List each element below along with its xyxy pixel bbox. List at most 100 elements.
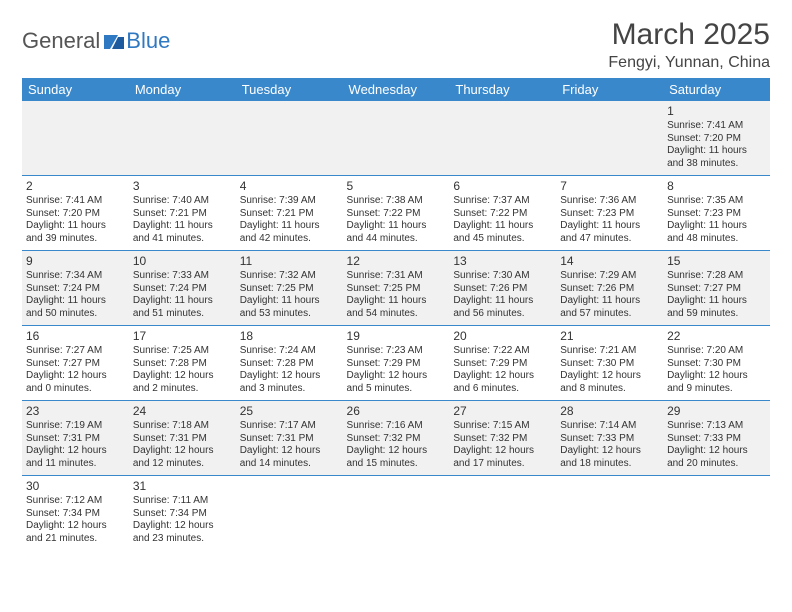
calendar-day-cell: 4Sunrise: 7:39 AMSunset: 7:21 PMDaylight… [236,176,343,251]
calendar-day-cell: 17Sunrise: 7:25 AMSunset: 7:28 PMDayligh… [129,326,236,401]
sunrise-text: Sunrise: 7:13 AM [667,420,766,433]
calendar-day-cell [22,101,129,176]
weekday-header-row: SundayMondayTuesdayWednesdayThursdayFrid… [22,78,770,101]
sunset-text: Sunset: 7:20 PM [667,133,766,146]
day-number: 14 [560,254,659,269]
sunset-text: Sunset: 7:32 PM [453,433,552,446]
title-block: March 2025 Fengyi, Yunnan, China [608,18,770,72]
daylight-text: Daylight: 11 hours and 42 minutes. [240,220,339,245]
daylight-text: Daylight: 12 hours and 15 minutes. [347,445,446,470]
calendar-day-cell [449,101,556,176]
calendar-day-cell: 9Sunrise: 7:34 AMSunset: 7:24 PMDaylight… [22,251,129,326]
logo-text-blue: Blue [126,28,170,54]
daylight-text: Daylight: 11 hours and 53 minutes. [240,295,339,320]
sunset-text: Sunset: 7:21 PM [133,208,232,221]
calendar-day-cell: 20Sunrise: 7:22 AMSunset: 7:29 PMDayligh… [449,326,556,401]
day-number: 4 [240,179,339,194]
sunset-text: Sunset: 7:26 PM [453,283,552,296]
sunset-text: Sunset: 7:24 PM [133,283,232,296]
day-number: 30 [26,479,125,494]
sunrise-text: Sunrise: 7:36 AM [560,195,659,208]
calendar-day-cell: 22Sunrise: 7:20 AMSunset: 7:30 PMDayligh… [663,326,770,401]
calendar-day-cell: 31Sunrise: 7:11 AMSunset: 7:34 PMDayligh… [129,476,236,551]
sunset-text: Sunset: 7:25 PM [347,283,446,296]
logo-flag-icon [104,33,124,49]
sunrise-text: Sunrise: 7:41 AM [26,195,125,208]
calendar-table: SundayMondayTuesdayWednesdayThursdayFrid… [22,78,770,550]
weekday-header: Saturday [663,78,770,101]
daylight-text: Daylight: 11 hours and 39 minutes. [26,220,125,245]
sunset-text: Sunset: 7:25 PM [240,283,339,296]
calendar-week-row: 2Sunrise: 7:41 AMSunset: 7:20 PMDaylight… [22,176,770,251]
sunset-text: Sunset: 7:33 PM [560,433,659,446]
calendar-day-cell [236,476,343,551]
day-number: 23 [26,404,125,419]
sunset-text: Sunset: 7:31 PM [240,433,339,446]
sunset-text: Sunset: 7:28 PM [133,358,232,371]
calendar-day-cell: 23Sunrise: 7:19 AMSunset: 7:31 PMDayligh… [22,401,129,476]
daylight-text: Daylight: 12 hours and 3 minutes. [240,370,339,395]
sunrise-text: Sunrise: 7:18 AM [133,420,232,433]
calendar-body: 1Sunrise: 7:41 AMSunset: 7:20 PMDaylight… [22,101,770,550]
day-number: 7 [560,179,659,194]
sunrise-text: Sunrise: 7:40 AM [133,195,232,208]
weekday-header: Friday [556,78,663,101]
daylight-text: Daylight: 11 hours and 48 minutes. [667,220,766,245]
daylight-text: Daylight: 12 hours and 2 minutes. [133,370,232,395]
sunset-text: Sunset: 7:33 PM [667,433,766,446]
sunset-text: Sunset: 7:23 PM [560,208,659,221]
daylight-text: Daylight: 12 hours and 21 minutes. [26,520,125,545]
daylight-text: Daylight: 11 hours and 51 minutes. [133,295,232,320]
day-number: 10 [133,254,232,269]
sunrise-text: Sunrise: 7:22 AM [453,345,552,358]
calendar-day-cell: 11Sunrise: 7:32 AMSunset: 7:25 PMDayligh… [236,251,343,326]
sunrise-text: Sunrise: 7:31 AM [347,270,446,283]
sunrise-text: Sunrise: 7:25 AM [133,345,232,358]
calendar-week-row: 9Sunrise: 7:34 AMSunset: 7:24 PMDaylight… [22,251,770,326]
page-header: General Blue March 2025 Fengyi, Yunnan, … [22,18,770,72]
day-number: 5 [347,179,446,194]
sunrise-text: Sunrise: 7:30 AM [453,270,552,283]
sunset-text: Sunset: 7:20 PM [26,208,125,221]
sunset-text: Sunset: 7:24 PM [26,283,125,296]
calendar-day-cell: 21Sunrise: 7:21 AMSunset: 7:30 PMDayligh… [556,326,663,401]
calendar-day-cell: 2Sunrise: 7:41 AMSunset: 7:20 PMDaylight… [22,176,129,251]
calendar-day-cell: 13Sunrise: 7:30 AMSunset: 7:26 PMDayligh… [449,251,556,326]
sunset-text: Sunset: 7:22 PM [347,208,446,221]
daylight-text: Daylight: 12 hours and 23 minutes. [133,520,232,545]
sunset-text: Sunset: 7:30 PM [560,358,659,371]
calendar-day-cell [129,101,236,176]
daylight-text: Daylight: 11 hours and 50 minutes. [26,295,125,320]
calendar-day-cell: 25Sunrise: 7:17 AMSunset: 7:31 PMDayligh… [236,401,343,476]
day-number: 21 [560,329,659,344]
day-number: 6 [453,179,552,194]
daylight-text: Daylight: 11 hours and 45 minutes. [453,220,552,245]
weekday-header: Sunday [22,78,129,101]
logo: General Blue [22,28,170,54]
sunrise-text: Sunrise: 7:20 AM [667,345,766,358]
day-number: 1 [667,104,766,119]
calendar-day-cell: 26Sunrise: 7:16 AMSunset: 7:32 PMDayligh… [343,401,450,476]
sunrise-text: Sunrise: 7:28 AM [667,270,766,283]
calendar-day-cell: 29Sunrise: 7:13 AMSunset: 7:33 PMDayligh… [663,401,770,476]
sunrise-text: Sunrise: 7:34 AM [26,270,125,283]
sunrise-text: Sunrise: 7:29 AM [560,270,659,283]
day-number: 11 [240,254,339,269]
month-title: March 2025 [608,18,770,52]
calendar-day-cell [556,476,663,551]
weekday-header: Monday [129,78,236,101]
daylight-text: Daylight: 12 hours and 0 minutes. [26,370,125,395]
sunrise-text: Sunrise: 7:23 AM [347,345,446,358]
daylight-text: Daylight: 12 hours and 12 minutes. [133,445,232,470]
calendar-day-cell: 6Sunrise: 7:37 AMSunset: 7:22 PMDaylight… [449,176,556,251]
day-number: 27 [453,404,552,419]
day-number: 17 [133,329,232,344]
sunrise-text: Sunrise: 7:38 AM [347,195,446,208]
sunset-text: Sunset: 7:34 PM [26,508,125,521]
sunset-text: Sunset: 7:30 PM [667,358,766,371]
sunrise-text: Sunrise: 7:41 AM [667,120,766,133]
calendar-week-row: 30Sunrise: 7:12 AMSunset: 7:34 PMDayligh… [22,476,770,551]
calendar-day-cell: 19Sunrise: 7:23 AMSunset: 7:29 PMDayligh… [343,326,450,401]
calendar-day-cell [236,101,343,176]
daylight-text: Daylight: 11 hours and 47 minutes. [560,220,659,245]
